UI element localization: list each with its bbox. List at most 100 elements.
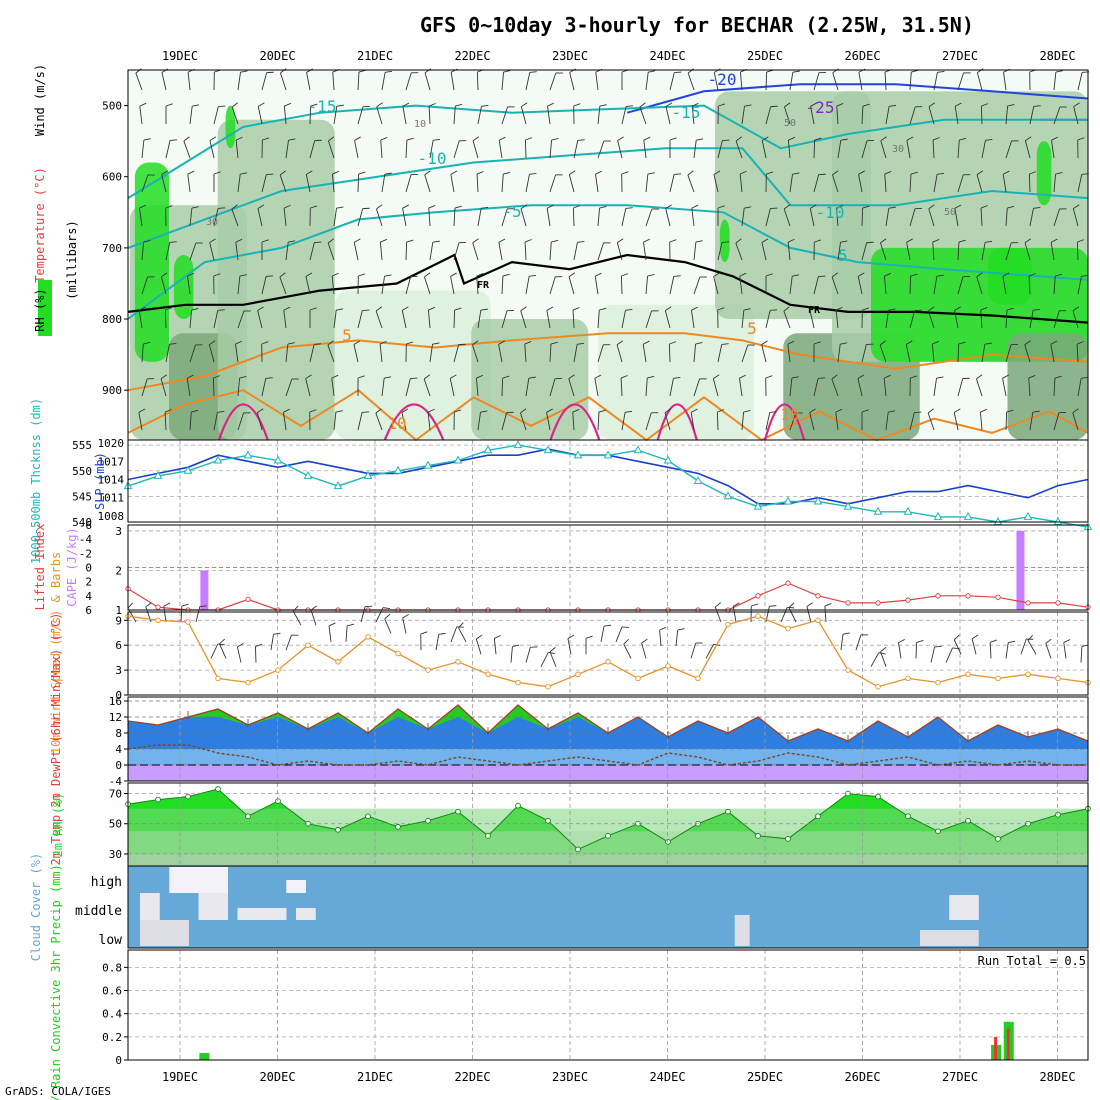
upper-wind-barb [209, 140, 215, 159]
wind-barb-flag [1028, 273, 1036, 277]
wind-barb-flag [328, 136, 335, 142]
wind10-barb [623, 643, 632, 659]
wind-barb-flag [502, 375, 510, 379]
wind-barb-flag [402, 102, 410, 107]
upper-wind-barb [809, 208, 815, 227]
wind-barb-flag [1002, 170, 1010, 175]
wind10-barb [163, 606, 167, 623]
thickness-point [873, 506, 883, 515]
upper-wind-barb [789, 378, 793, 397]
upper-wind-barb [933, 378, 937, 397]
wind-barb-flag [594, 272, 602, 277]
upper-wind-barb [427, 310, 431, 329]
upper-wind-barb [401, 412, 407, 431]
tick-label: 0 [115, 1054, 122, 1067]
contour-label: -5 [502, 202, 521, 221]
tick-label: 3 [115, 664, 122, 677]
wind-barb-flag [547, 102, 554, 107]
wind-barb-flag [809, 306, 817, 311]
upper-wind-barb [285, 140, 289, 159]
cloud-frame [127, 865, 1089, 949]
upper-wind-barb [1028, 173, 1031, 193]
wind-barb-flag [432, 240, 440, 243]
wind10-barb [600, 626, 605, 642]
wind-barb-flag [621, 273, 629, 277]
upper-wind-barb [327, 242, 335, 261]
lifted-index-point [965, 593, 971, 599]
wind-barb-flag [980, 307, 988, 311]
thickness-point [753, 501, 763, 510]
upper-wind-barb [427, 412, 431, 431]
upper-wind-barb [165, 242, 171, 261]
cloud-level-label: low [99, 933, 123, 948]
wind-barb-flag [384, 613, 391, 620]
wind-barb-flag [572, 307, 580, 311]
wind-barb-flag [525, 137, 533, 141]
dewpoint-line [127, 744, 1088, 766]
wind10-barb [180, 605, 183, 623]
upper-wind-barb [953, 412, 959, 431]
precip-convective-bar [994, 1036, 998, 1060]
wind10-barb [675, 629, 679, 646]
wind-barb-flag [744, 206, 752, 209]
wind-barb-flag [831, 374, 838, 380]
wind-barb-flag [239, 274, 247, 277]
wind-barb-flag [888, 206, 896, 209]
wind-barb-flag [401, 408, 409, 413]
upper-wind-barb [645, 208, 653, 227]
upper-wind-barb [664, 310, 671, 329]
upper-wind-barb [976, 276, 983, 295]
cloud-cell [920, 930, 979, 946]
wind-barb-flag [954, 306, 961, 311]
upper-wind-barb [453, 106, 456, 125]
wind-barb-flag [643, 136, 651, 141]
wind-barb-flag [674, 173, 682, 175]
wind-barb-flag [231, 204, 238, 210]
upper-wind-barb [381, 378, 385, 397]
wind-barb-flag [237, 642, 244, 648]
lifted-index-point [245, 596, 251, 603]
upper-wind-barb [524, 344, 527, 363]
upper-wind-barb [306, 72, 311, 91]
wind-barb-flag [954, 408, 961, 413]
lifted-index-point [1055, 600, 1061, 606]
wind-barb-flag [625, 410, 633, 413]
upper-wind-barb [739, 378, 743, 397]
wind-barb-flag [953, 634, 960, 641]
wind-barb-flag [524, 341, 532, 345]
wind-barb-flag [218, 207, 226, 209]
wind-barb-flag [498, 136, 506, 141]
wind-barb-flag [669, 239, 677, 243]
contour-label: 50 [944, 207, 956, 218]
wind-barb-flag [438, 632, 446, 635]
upper-wind-barb [789, 412, 797, 431]
wind-barb-flag [1081, 644, 1089, 648]
wind-barb-flag [454, 409, 462, 413]
wind10-point [965, 671, 971, 678]
wind10-barb [285, 634, 292, 651]
wind-barb-flag [423, 374, 431, 380]
bottom-date-axis: 19DEC 20DEC 21DEC 22DEC 23DEC 24DEC 25DEC 26DEC… [162, 1070, 1076, 1084]
wind-barb-flag [380, 137, 388, 141]
wind-barb-flag [406, 239, 414, 243]
lifted-tick-label: 4 [85, 590, 92, 603]
upper-wind-barb [931, 344, 935, 363]
wind-barb-flag [937, 71, 945, 73]
wind-barb-flag [520, 306, 527, 312]
wind-barb-flag [878, 652, 886, 655]
wind-barb-flag [880, 136, 887, 142]
cloud-panel: high middle low Cloud Cover (%) [29, 853, 1088, 961]
upper-wind-barb [883, 276, 887, 295]
upper-wind-barb [235, 242, 239, 261]
upper-wind-barb [664, 412, 671, 431]
upper-wind-barb [212, 377, 215, 397]
upper-wind-barb [327, 344, 335, 363]
upper-wind-barb [981, 140, 986, 159]
upper-wind-barb [669, 174, 675, 193]
upper-wind-barb [520, 412, 527, 431]
wind-barb-flag [335, 410, 343, 413]
wind-barb-flag [279, 170, 287, 176]
rh-point [995, 835, 1001, 842]
wind-barb-flag [255, 643, 263, 647]
